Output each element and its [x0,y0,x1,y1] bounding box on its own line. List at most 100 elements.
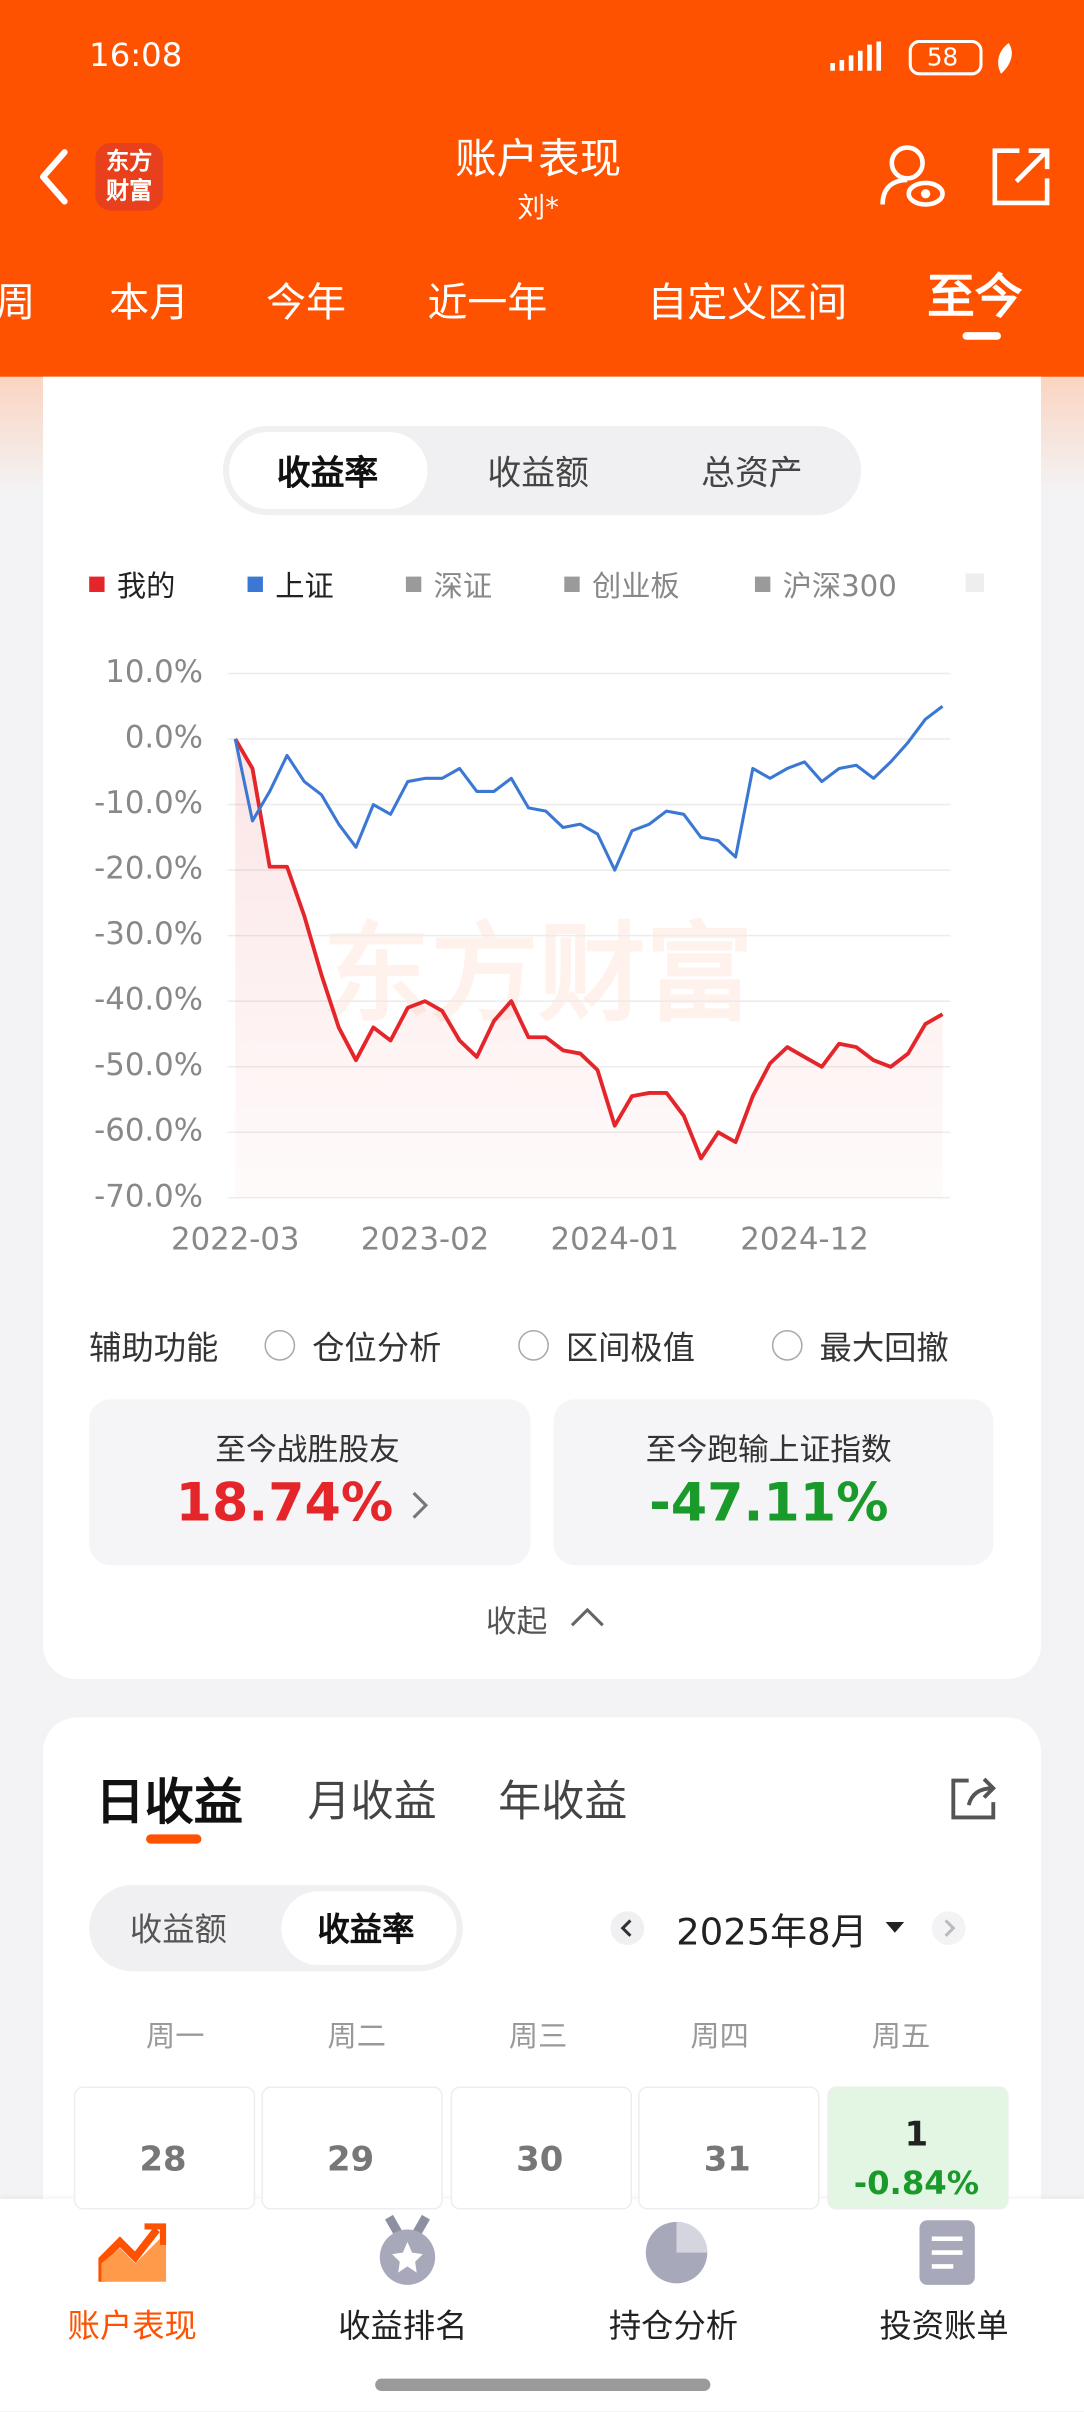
radio[interactable] [518,1330,549,1361]
collapse-chevron [570,1607,604,1627]
y-tick-label: -30.0% [94,916,203,952]
y-tick-label: 0.0% [125,720,203,756]
daily-share[interactable] [947,1774,999,1823]
legend-swatch [89,576,105,592]
x-tick-label: 2023-02 [361,1221,489,1257]
tool-option[interactable]: 区间极值 [565,1330,695,1367]
period-tab[interactable]: 本月 [109,280,190,327]
day-number: 1 [904,2116,929,2155]
day-number: 28 [139,2141,187,2180]
stat-box[interactable] [89,1399,531,1566]
weekday: 周二 [327,2019,386,2054]
y-tick-label: -20.0% [94,851,203,887]
day-cell[interactable] [638,2086,820,2210]
nav-label[interactable]: 收益排名 [338,2307,468,2345]
day-number: 29 [327,2141,375,2180]
legend-label[interactable]: 沪深300 [782,569,897,604]
nav-label[interactable]: 持仓分析 [608,2307,739,2345]
tab-indicator [962,332,1001,340]
legend-swatch [754,576,771,592]
day-cell[interactable] [450,2086,632,2210]
tool-option[interactable]: 仓位分析 [312,1330,442,1367]
x-tick-label: 2022-03 [171,1221,299,1257]
home-indicator [375,2378,711,2391]
legend-more [965,573,985,592]
prev-month[interactable] [610,1911,645,1946]
day-cell[interactable] [261,2086,443,2210]
line-series [233,704,944,872]
day-value: -0.84% [853,2164,980,2202]
day-number: 30 [516,2141,564,2180]
profile-icon[interactable] [876,143,950,211]
day-cell[interactable] [827,2086,1009,2210]
nav-label[interactable]: 投资账单 [879,2307,1009,2345]
y-tick-label: -50.0% [94,1047,203,1083]
nav-icon [98,2223,167,2282]
battery-level: 58 [926,42,959,72]
legend-label[interactable]: 上证 [275,569,334,604]
collapse-button[interactable]: 收起 [485,1602,548,1640]
radio[interactable] [771,1330,803,1361]
nav-icon [919,2220,975,2285]
next-month[interactable] [931,1911,966,1946]
day-cell[interactable] [73,2086,256,2210]
stat-box [553,1399,994,1566]
y-tick-label: -60.0% [94,1113,203,1149]
legend-swatch [564,576,580,592]
stat-arrow [412,1491,429,1519]
status-time: 16:08 [89,36,183,74]
tool-option[interactable]: 最大回撤 [819,1330,949,1367]
day-number: 31 [703,2141,751,2180]
weekday: 周五 [871,2019,931,2054]
weekday: 周四 [690,2019,749,2054]
header [0,0,1084,377]
legend-swatch [247,576,263,592]
stat-value: -47.11% [649,1473,889,1535]
metric-tab[interactable]: 收益率 [276,455,379,494]
daily-tab[interactable]: 月收益 [307,1775,437,1827]
logo: 东方财富 [95,142,163,211]
tools-label: 辅助功能 [89,1330,219,1367]
period-tab[interactable]: 今年 [265,280,346,327]
month-label[interactable]: 2025年8月 [676,1910,868,1954]
legend-label[interactable]: 创业板 [591,569,680,604]
legend-label[interactable]: 深证 [433,569,493,604]
period-tab[interactable]: 自定义区间 [647,280,848,327]
radio[interactable] [264,1330,296,1361]
period-tab[interactable]: 周 [0,271,35,328]
page-subtitle: 刘* [517,192,559,225]
period-tab[interactable]: 近一年 [427,280,548,327]
stat-value: 18.74% [175,1473,394,1535]
chart: 10.0% 0.0% -10.0% -20.0% -30.0% -40.0% -50.0% -… [94,654,951,1257]
share-icon[interactable] [989,145,1054,210]
area [235,738,943,1198]
y-tick-label: -70.0% [94,1178,203,1214]
daily-tab[interactable]: 日收益 [95,1772,243,1832]
page-title: 账户表现 [455,136,622,184]
x-tick-label: 2024-12 [740,1221,868,1257]
bottom-nav [0,2198,1084,2411]
metric-tab[interactable]: 总资产 [701,455,803,494]
daily-tab[interactable]: 年收益 [498,1775,628,1827]
back-button[interactable] [31,146,77,208]
metric-selected [229,432,428,509]
month-dropdown [885,1922,905,1933]
metric-tab[interactable]: 收益额 [487,455,589,494]
toggle-option[interactable]: 收益额 [129,1911,227,1949]
nav-label[interactable]: 账户表现 [67,2307,197,2345]
legend-label[interactable]: 我的 [116,569,176,604]
next-arrow [944,1919,956,1937]
period-tab[interactable]: 至今 [927,269,1023,326]
nav-icon [645,2221,708,2284]
weekday: 周三 [508,2019,568,2054]
status-icons [830,39,1012,76]
watermark: 东方财富 [322,911,754,1038]
x-tick-label: 2024-01 [551,1221,679,1257]
prev-arrow [620,1919,632,1937]
daily-toggle-selected [281,1891,457,1966]
y-tick-label: -40.0% [94,982,203,1018]
legend-swatch [405,576,422,592]
y-tick-label: 10.0% [105,654,203,690]
toggle-option[interactable]: 收益率 [317,1911,415,1949]
